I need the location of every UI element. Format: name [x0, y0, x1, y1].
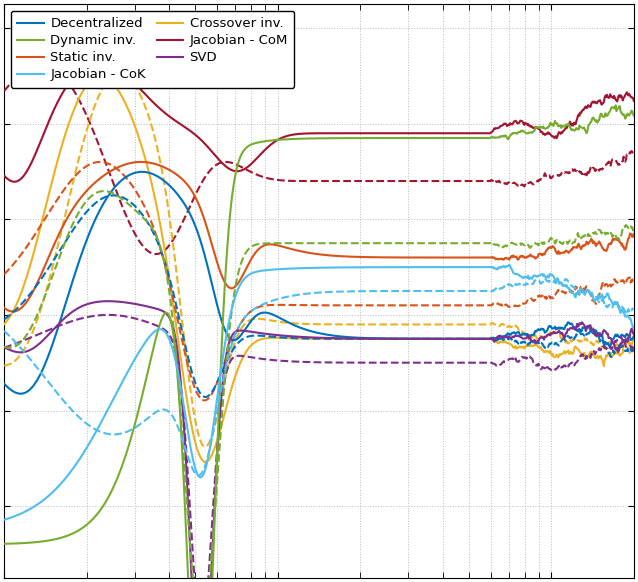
Legend: Decentralized, Dynamic inv., Static inv., Jacobian - CoK, Crossover inv., Jacobi: Decentralized, Dynamic inv., Static inv.…	[11, 10, 295, 88]
